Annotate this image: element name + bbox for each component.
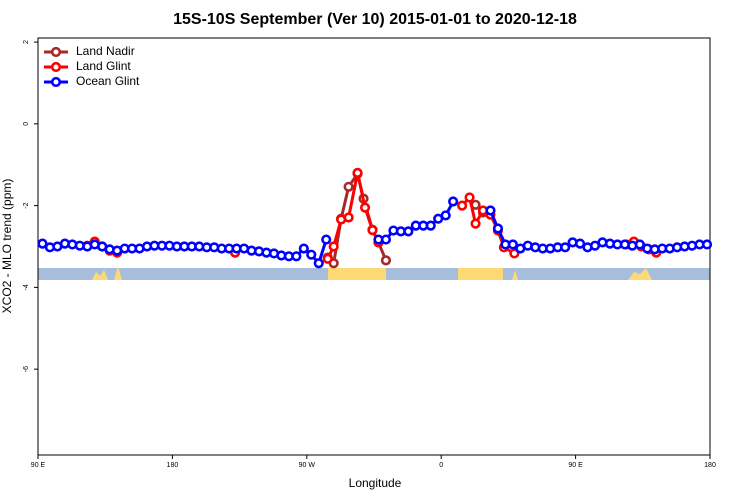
x-tick-label: 90 W [299, 462, 316, 469]
point [457, 200, 468, 211]
point [343, 181, 354, 192]
x-tick-label: 90 E [31, 462, 46, 469]
legend-label: Land Nadir [76, 44, 135, 58]
x-tick-label: 180 [704, 462, 716, 469]
land-strip [628, 268, 652, 280]
point [574, 238, 586, 249]
x-tick-label: 0 [439, 462, 443, 469]
point [380, 255, 392, 266]
surface-strip [38, 266, 710, 280]
legend-marker [50, 61, 62, 73]
point [403, 226, 414, 237]
point [291, 251, 302, 262]
y-tick-label: -4 [23, 284, 30, 290]
point [367, 225, 378, 236]
land-strip [512, 270, 518, 280]
point [306, 249, 317, 260]
y-tick-label: -2 [23, 202, 30, 208]
land-strip [328, 268, 386, 280]
point [507, 239, 518, 250]
point [313, 258, 324, 269]
point [485, 205, 496, 216]
point [448, 196, 459, 207]
point [470, 218, 481, 229]
point [321, 234, 332, 245]
y-tick-label: 2 [23, 40, 30, 44]
point [492, 223, 504, 234]
legend-marker [50, 46, 62, 58]
point [359, 202, 371, 213]
legend-label: Ocean Glint [76, 74, 140, 88]
point [440, 210, 451, 221]
point [634, 239, 645, 250]
point [425, 220, 436, 231]
point [328, 241, 339, 252]
land-strip [458, 268, 503, 280]
legend-label: Land Glint [76, 59, 131, 73]
legend-marker [50, 76, 62, 88]
point [343, 212, 354, 223]
point [701, 239, 713, 250]
point [560, 242, 571, 253]
point [380, 234, 392, 245]
chart-title: 15S-10S September (Ver 10) 2015-01-01 to… [173, 11, 577, 28]
x-tick-label: 180 [167, 462, 179, 469]
y-tick-label: 0 [23, 122, 30, 126]
x-tick-label: 90 E [568, 462, 583, 469]
y-tick-label: -6 [23, 366, 30, 372]
point [322, 253, 333, 264]
point [464, 192, 475, 203]
point [352, 167, 363, 179]
land-strip [92, 270, 108, 280]
land-strip [114, 266, 122, 280]
y-axis-label: XCO2 - MLO trend (ppm) [0, 179, 14, 314]
point [37, 238, 48, 249]
x-axis-label: Longitude [349, 476, 402, 490]
point [298, 243, 309, 254]
